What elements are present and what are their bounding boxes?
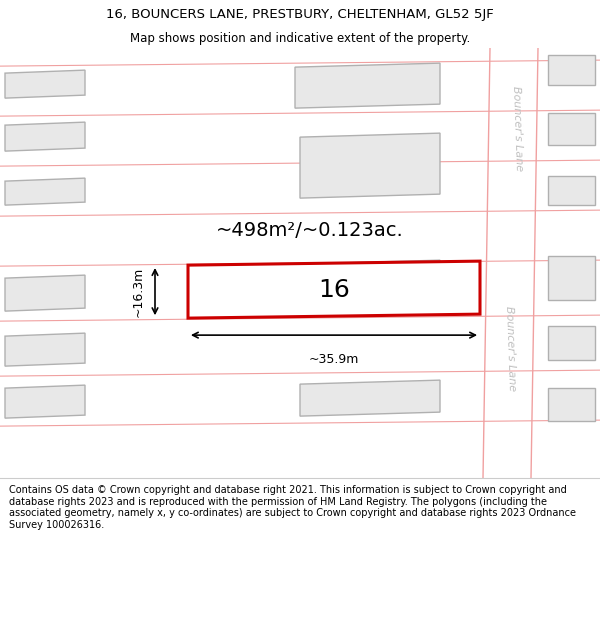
Text: 16, BOUNCERS LANE, PRESTBURY, CHELTENHAM, GL52 5JF: 16, BOUNCERS LANE, PRESTBURY, CHELTENHAM…: [106, 8, 494, 21]
Polygon shape: [295, 63, 440, 108]
Polygon shape: [300, 380, 440, 416]
Text: Bouncer's Lane: Bouncer's Lane: [503, 306, 517, 391]
Text: Map shows position and indicative extent of the property.: Map shows position and indicative extent…: [130, 32, 470, 45]
Text: ~35.9m: ~35.9m: [309, 353, 359, 366]
Polygon shape: [5, 122, 85, 151]
Polygon shape: [300, 260, 440, 311]
Polygon shape: [548, 326, 595, 360]
Text: Contains OS data © Crown copyright and database right 2021. This information is : Contains OS data © Crown copyright and d…: [9, 485, 576, 530]
Polygon shape: [5, 333, 85, 366]
Text: Bouncer's Lane: Bouncer's Lane: [511, 86, 523, 171]
Polygon shape: [5, 385, 85, 418]
Polygon shape: [548, 176, 595, 205]
Text: 16: 16: [318, 278, 350, 302]
Polygon shape: [548, 55, 595, 85]
Polygon shape: [188, 261, 480, 318]
Polygon shape: [5, 275, 85, 311]
Polygon shape: [548, 388, 595, 421]
Polygon shape: [5, 70, 85, 98]
Polygon shape: [483, 48, 538, 478]
Text: ~498m²/~0.123ac.: ~498m²/~0.123ac.: [216, 221, 404, 239]
Polygon shape: [300, 133, 440, 198]
Polygon shape: [5, 178, 85, 205]
Polygon shape: [548, 113, 595, 145]
Text: ~16.3m: ~16.3m: [132, 266, 145, 317]
Polygon shape: [548, 256, 595, 300]
